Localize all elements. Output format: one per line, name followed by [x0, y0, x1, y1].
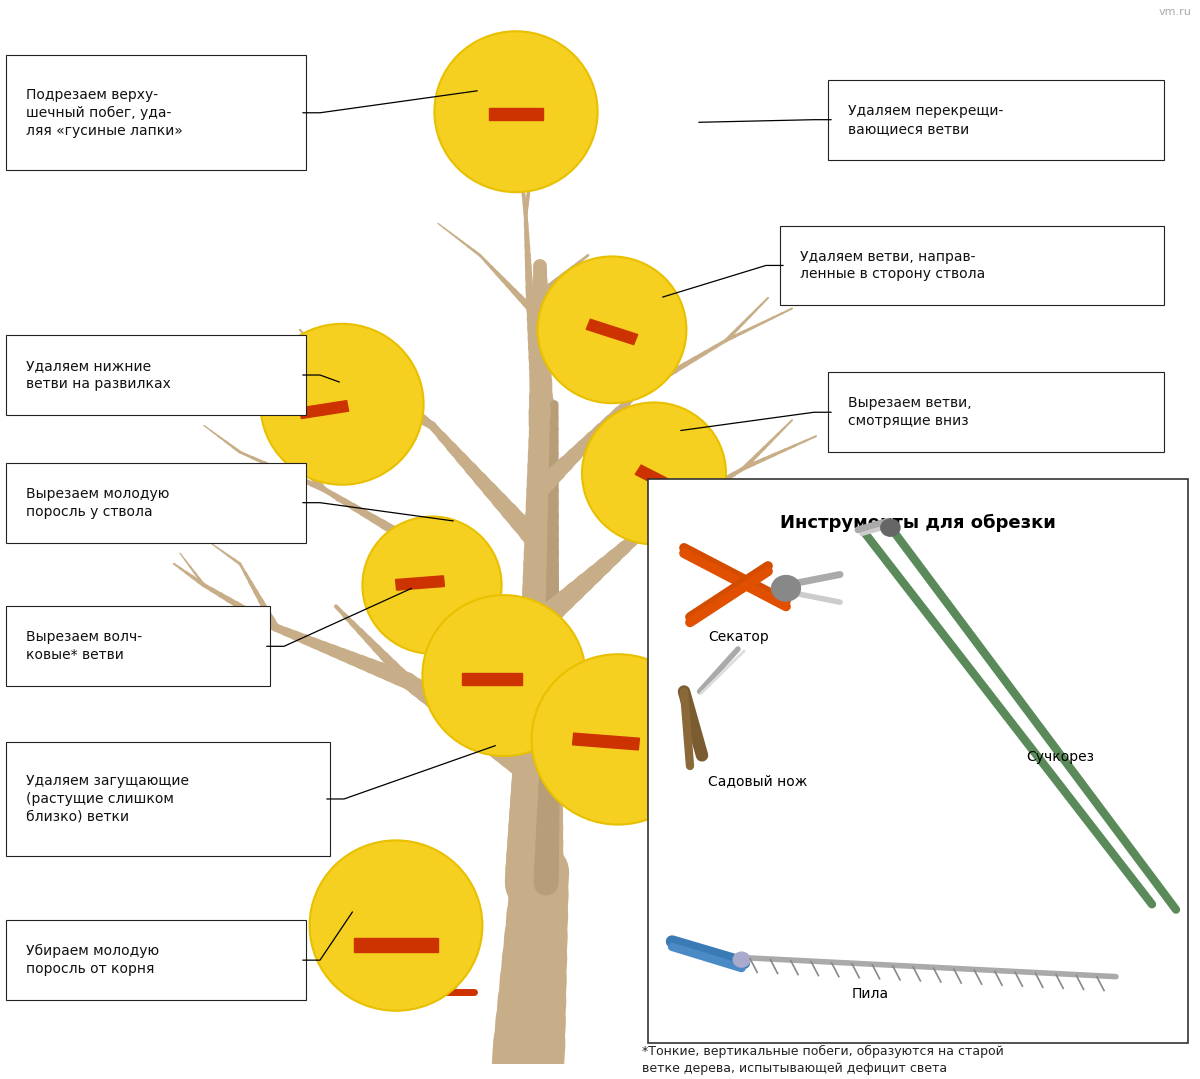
Bar [396, 576, 444, 590]
Text: Вырезаем ветви,
смотрящие вниз: Вырезаем ветви, смотрящие вниз [848, 396, 972, 428]
Text: Сучкорез: Сучкорез [1026, 750, 1094, 764]
Bar [587, 319, 637, 344]
Bar [490, 108, 542, 120]
Text: Секатор: Секатор [708, 630, 769, 644]
Bar [572, 733, 640, 750]
Text: *Тонкие, вертикальные побеги, образуются на старой
ветке дерева, испытывающей де: *Тонкие, вертикальные побеги, образуются… [642, 1044, 1003, 1075]
FancyBboxPatch shape [6, 920, 306, 1000]
Bar [354, 938, 438, 952]
Text: Пила: Пила [852, 987, 889, 1001]
Text: Вырезаем молодую
поросль у ствола: Вырезаем молодую поросль у ствола [26, 487, 169, 519]
Ellipse shape [422, 596, 586, 756]
Text: Удаляем перекрещи-
вающиеся ветви: Удаляем перекрещи- вающиеся ветви [848, 104, 1003, 136]
Text: Удаляем загущающие
(растущие слишком
близко) ветки: Удаляем загущающие (растущие слишком бли… [26, 774, 190, 824]
Bar [462, 673, 522, 684]
Text: vm.ru: vm.ru [1159, 8, 1192, 17]
Ellipse shape [538, 257, 686, 404]
Circle shape [881, 519, 900, 536]
Text: Подрезаем верху-
шечный побег, уда-
ляя «гусиные лапки»: Подрезаем верху- шечный побег, уда- ляя … [26, 87, 184, 138]
FancyBboxPatch shape [828, 80, 1164, 160]
FancyBboxPatch shape [828, 372, 1164, 452]
FancyBboxPatch shape [6, 463, 306, 543]
Text: Убираем молодую
поросль от корня: Убираем молодую поросль от корня [26, 944, 160, 976]
Bar [635, 465, 685, 496]
Circle shape [733, 952, 750, 967]
FancyBboxPatch shape [648, 479, 1188, 1042]
FancyBboxPatch shape [6, 741, 330, 857]
Ellipse shape [582, 402, 726, 545]
FancyBboxPatch shape [6, 55, 306, 170]
Ellipse shape [310, 841, 482, 1011]
Circle shape [772, 575, 800, 601]
FancyBboxPatch shape [6, 336, 306, 415]
Text: Вырезаем волч-
ковые* ветви: Вырезаем волч- ковые* ветви [26, 630, 143, 663]
Text: Садовый нож: Садовый нож [708, 775, 808, 789]
Ellipse shape [260, 324, 424, 484]
FancyBboxPatch shape [6, 606, 270, 686]
Text: Удаляем нижние
ветви на развилках: Удаляем нижние ветви на развилках [26, 359, 172, 391]
Text: Удаляем ветви, направ-
ленные в сторону ствола: Удаляем ветви, направ- ленные в сторону … [800, 249, 985, 282]
Ellipse shape [532, 654, 704, 824]
Ellipse shape [362, 517, 502, 654]
Bar [299, 400, 349, 419]
FancyBboxPatch shape [780, 226, 1164, 305]
Ellipse shape [434, 31, 598, 192]
Text: Инструменты для обрезки: Инструменты для обрезки [780, 514, 1056, 532]
